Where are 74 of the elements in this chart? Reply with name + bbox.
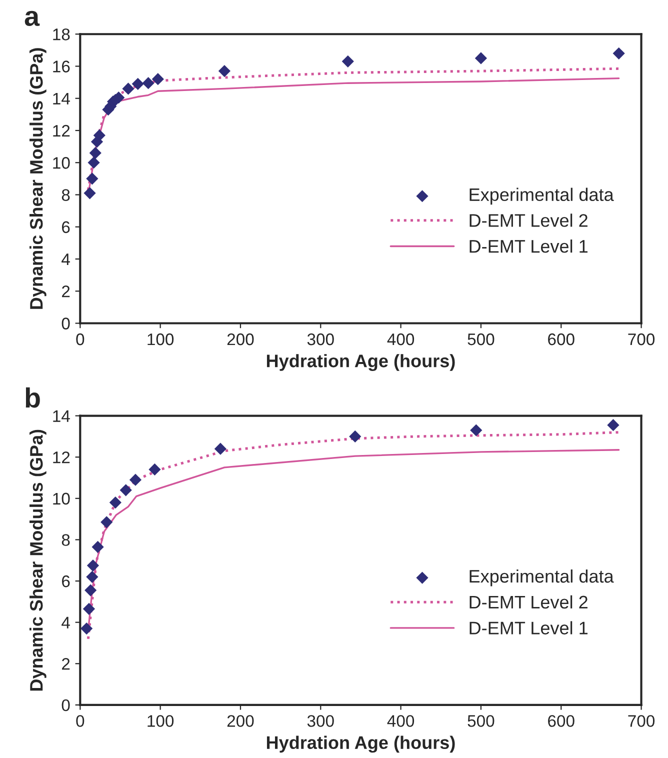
y-axis-title: Dynamic Shear Modulus (GPa) [30, 430, 46, 691]
legend-label: D-EMT Level 2 [470, 595, 588, 609]
x-tick-label: 700 [628, 715, 655, 727]
y-tick-label: 14 [53, 410, 70, 422]
x-tick-label: 300 [307, 715, 334, 727]
y-tick-label: 6 [62, 221, 70, 234]
y-tick-label: 14 [53, 92, 70, 104]
y-tick-label: 16 [53, 60, 70, 72]
point [342, 55, 354, 68]
x-tick-label: 100 [148, 715, 174, 727]
y-tick-label: 6 [62, 575, 70, 588]
y-tick-label: 4 [62, 254, 70, 266]
point [93, 129, 106, 142]
y-tick-label: 8 [62, 189, 70, 201]
y-tick-label: 12 [53, 451, 70, 464]
y-tick-label: 10 [53, 157, 70, 169]
chart-title: a [24, 10, 40, 26]
x-tick-label: 100 [148, 333, 174, 346]
y-tick-label: 2 [62, 658, 70, 670]
point [142, 77, 154, 90]
x-tick-label: 0 [76, 333, 84, 346]
point [607, 419, 620, 432]
y-tick-label: 8 [62, 534, 70, 546]
y-tick-label: 12 [53, 124, 70, 137]
point [82, 602, 96, 615]
point [86, 559, 100, 572]
y-tick-label: 18 [53, 28, 70, 40]
x-tick-label: 200 [227, 715, 254, 727]
y-tick-label: 10 [53, 492, 70, 505]
y-axis-title: Dynamic Shear Modulus (GPa) [30, 48, 46, 309]
x-tick-label: 300 [307, 333, 334, 346]
legend-label: Experimental data [470, 569, 614, 586]
point [470, 424, 482, 436]
y-tick-label: 4 [62, 616, 70, 628]
point [84, 584, 97, 596]
point [349, 430, 362, 442]
legend-label: D-EMT Level 1 [470, 240, 588, 253]
x-tick-label: 200 [227, 333, 254, 346]
legend-label: D-EMT Level 2 [470, 214, 588, 227]
legend-label: D-EMT Level 1 [470, 621, 588, 634]
point [92, 540, 104, 553]
point [86, 570, 98, 583]
x-tick-label: 500 [468, 715, 494, 727]
point [86, 172, 98, 185]
x-tick-label: 400 [387, 333, 414, 346]
x-tick-label: 600 [548, 333, 574, 346]
y-tick-label: 0 [62, 699, 70, 712]
point [214, 442, 226, 455]
x-tick-label: 700 [628, 333, 655, 346]
y-tick-label: 2 [62, 286, 70, 298]
point [218, 65, 231, 78]
point [612, 47, 625, 60]
chart-title: b [26, 387, 40, 408]
point [132, 78, 144, 90]
point [120, 484, 132, 496]
point [100, 516, 113, 528]
point [84, 187, 96, 200]
point [89, 146, 102, 160]
legend-label: Experimental data [470, 188, 614, 205]
point [88, 156, 100, 169]
point [152, 73, 164, 86]
point [148, 463, 161, 476]
x-tick-label: 0 [76, 715, 84, 727]
x-axis-title: Hydration Age (hours) [266, 736, 455, 753]
x-tick-label: 600 [548, 715, 574, 727]
point [474, 52, 488, 64]
x-axis-title: Hydration Age (hours) [266, 354, 455, 371]
x-tick-label: 400 [387, 715, 414, 727]
x-tick-label: 500 [468, 333, 494, 346]
y-tick-label: 0 [62, 318, 70, 330]
point [109, 496, 122, 509]
point [122, 82, 134, 95]
point [129, 474, 142, 486]
point [80, 622, 93, 635]
